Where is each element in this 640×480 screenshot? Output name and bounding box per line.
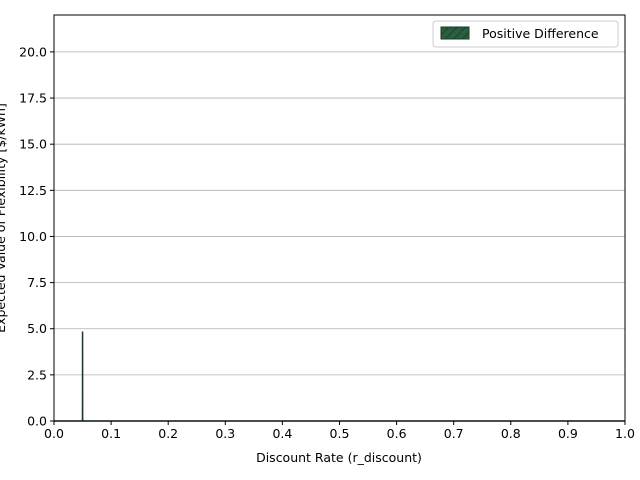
x-tick-label-6: 0.6 bbox=[387, 426, 407, 441]
y-tick-label-4: 10.0 bbox=[19, 229, 47, 244]
y-tick-label-0: 0.0 bbox=[27, 414, 47, 429]
x-axis-label: Discount Rate (r_discount) bbox=[256, 450, 422, 465]
legend-swatch bbox=[440, 26, 470, 40]
y-tick-label-3: 7.5 bbox=[27, 275, 47, 290]
series-area-0 bbox=[54, 331, 625, 422]
x-tick-label-5: 0.5 bbox=[330, 426, 350, 441]
series-line-0 bbox=[54, 331, 625, 422]
x-tick-label-7: 0.7 bbox=[444, 426, 464, 441]
y-tick-label-7: 17.5 bbox=[19, 91, 47, 106]
grid-layer bbox=[54, 51, 625, 422]
axes-layer bbox=[53, 14, 626, 422]
ticks-layer: 0.0 0.1 0.2 0.3 0.4 0.5 0.6 0.7 0.8 0.9 1.0 0.0 2.5 5… bbox=[19, 44, 635, 441]
x-tick-label-8: 0.8 bbox=[501, 426, 521, 441]
x-tick-label-10: 1.0 bbox=[615, 426, 635, 441]
series-layer bbox=[54, 331, 625, 422]
y-tick-label-6: 15.0 bbox=[19, 137, 47, 152]
x-tick-label-2: 0.2 bbox=[158, 426, 178, 441]
x-tick-label-4: 0.4 bbox=[272, 426, 292, 441]
y-tick-label-2: 5.0 bbox=[27, 321, 47, 336]
plot-frame bbox=[53, 14, 626, 422]
y-tick-label-1: 2.5 bbox=[27, 367, 47, 382]
y-tick-label-8: 20.0 bbox=[19, 44, 47, 59]
x-tick-label-9: 0.9 bbox=[558, 426, 578, 441]
legend-box bbox=[432, 20, 619, 48]
x-tick-label-1: 0.1 bbox=[101, 426, 121, 441]
x-tick-label-3: 0.3 bbox=[215, 426, 235, 441]
y-tick-label-5: 12.5 bbox=[19, 183, 47, 198]
legend: Positive Difference bbox=[432, 20, 619, 48]
legend-label-positive-difference: Positive Difference bbox=[482, 26, 599, 41]
x-tick-label-0: 0.0 bbox=[44, 426, 64, 441]
y-axis-label: Expected Value of Flexibility [$/kWh] bbox=[0, 103, 8, 333]
